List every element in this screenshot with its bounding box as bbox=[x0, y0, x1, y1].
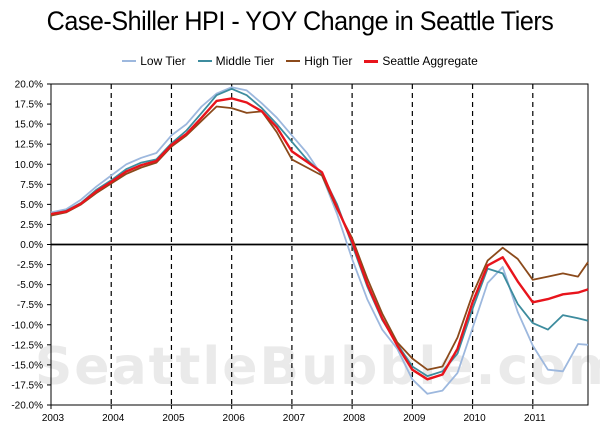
watermark: SeattleBubble.com bbox=[35, 337, 600, 397]
y-tick-label: -20.0% bbox=[11, 401, 43, 412]
y-tick-label: -17.5% bbox=[11, 380, 43, 391]
y-tick-label: -12.5% bbox=[11, 340, 43, 351]
legend-label: Seattle Aggregate bbox=[382, 54, 478, 68]
x-tick-label: 2008 bbox=[343, 413, 366, 424]
x-tick-label: 2010 bbox=[463, 413, 486, 424]
legend-label: Middle Tier bbox=[215, 54, 275, 68]
series-line-seattle-aggregate bbox=[50, 97, 589, 381]
y-tick-label: -5.0% bbox=[17, 280, 43, 291]
y-tick-label: 2.5% bbox=[20, 220, 43, 231]
legend-swatch bbox=[122, 60, 137, 62]
legend-item-low-tier: Low Tier bbox=[122, 54, 186, 68]
y-tick-label: -7.5% bbox=[17, 300, 43, 311]
x-tick-label: 2009 bbox=[403, 413, 426, 424]
series-line-middle-tier bbox=[50, 87, 589, 378]
x-tick-label: 2006 bbox=[223, 413, 246, 424]
legend-label: Low Tier bbox=[140, 54, 186, 68]
series-line-high-tier bbox=[50, 105, 589, 371]
x-tick-label: 2003 bbox=[42, 413, 65, 424]
legend-swatch bbox=[364, 59, 379, 63]
y-tick-label: -10.0% bbox=[11, 320, 43, 331]
x-tick-label: 2005 bbox=[162, 413, 185, 424]
x-tick-label: 2011 bbox=[524, 413, 546, 424]
y-tick-label: 7.5% bbox=[20, 180, 43, 191]
legend-swatch bbox=[197, 60, 212, 62]
x-tick-label: 2004 bbox=[102, 413, 125, 424]
y-tick-label: 12.5% bbox=[15, 140, 43, 151]
legend-item-seattle-aggregate: Seattle Aggregate bbox=[364, 54, 478, 68]
y-tick-label: -15.0% bbox=[11, 360, 43, 371]
legend-label: High Tier bbox=[304, 54, 353, 68]
chart-title: Case-Shiller HPI - YOY Change in Seattle… bbox=[46, 6, 554, 36]
legend-item-high-tier: High Tier bbox=[286, 54, 352, 68]
y-tick-label: 0.0% bbox=[20, 240, 43, 251]
y-tick-label: 17.5% bbox=[15, 100, 43, 111]
y-tick-label: 20.0% bbox=[15, 80, 43, 91]
legend: Low Tier Middle Tier High Tier Seattle Aggr… bbox=[0, 52, 600, 70]
legend-item-middle-tier: Middle Tier bbox=[197, 54, 275, 68]
y-tick-label: 15.0% bbox=[15, 120, 43, 131]
y-tick-label: 5.0% bbox=[20, 200, 43, 211]
x-tick-label: 2007 bbox=[283, 413, 306, 424]
legend-swatch bbox=[286, 60, 301, 62]
y-tick-label: 10.0% bbox=[15, 160, 43, 171]
y-tick-label: -2.5% bbox=[17, 260, 43, 271]
